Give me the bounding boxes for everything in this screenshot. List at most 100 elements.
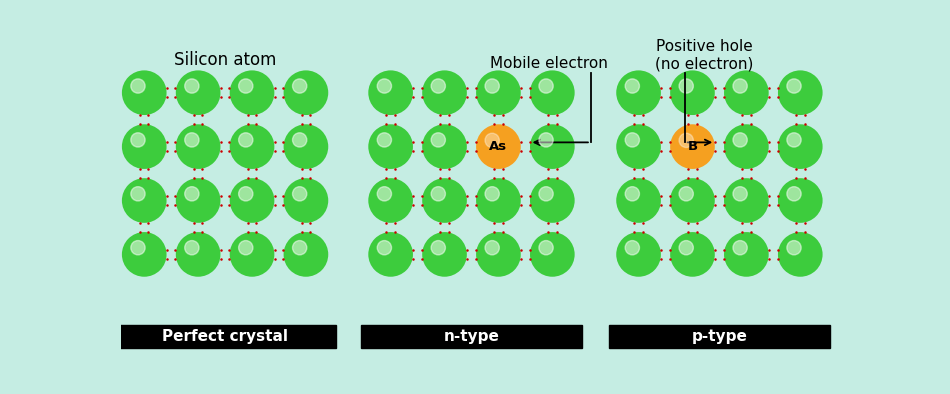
Circle shape (284, 71, 329, 115)
Circle shape (733, 133, 748, 147)
Circle shape (485, 241, 500, 255)
Circle shape (184, 133, 199, 147)
Circle shape (369, 124, 413, 169)
Circle shape (617, 124, 661, 169)
Circle shape (679, 241, 694, 255)
Circle shape (778, 124, 823, 169)
Circle shape (369, 71, 413, 115)
Circle shape (238, 187, 253, 201)
Circle shape (422, 71, 466, 115)
Circle shape (485, 79, 500, 93)
Circle shape (176, 71, 220, 115)
Circle shape (670, 178, 714, 223)
Circle shape (778, 232, 823, 277)
Circle shape (293, 241, 307, 255)
Text: p-type: p-type (692, 329, 748, 344)
FancyBboxPatch shape (114, 325, 336, 348)
Circle shape (539, 133, 553, 147)
Circle shape (539, 241, 553, 255)
Text: B: B (688, 140, 697, 153)
Circle shape (625, 241, 639, 255)
Circle shape (724, 232, 769, 277)
Circle shape (670, 232, 714, 277)
Circle shape (176, 232, 220, 277)
Circle shape (422, 232, 466, 277)
Circle shape (625, 79, 639, 93)
Circle shape (377, 133, 391, 147)
Circle shape (184, 187, 199, 201)
Circle shape (787, 79, 801, 93)
Circle shape (625, 187, 639, 201)
Circle shape (230, 71, 275, 115)
Circle shape (530, 124, 575, 169)
Circle shape (431, 79, 446, 93)
Text: Perfect crystal: Perfect crystal (162, 329, 288, 344)
Circle shape (787, 241, 801, 255)
Circle shape (176, 178, 220, 223)
Text: n-type: n-type (444, 329, 500, 344)
Circle shape (122, 232, 166, 277)
Circle shape (530, 232, 575, 277)
Circle shape (431, 133, 446, 147)
Circle shape (176, 124, 220, 169)
Circle shape (230, 232, 275, 277)
Circle shape (238, 79, 253, 93)
FancyBboxPatch shape (361, 325, 582, 348)
Circle shape (530, 71, 575, 115)
Circle shape (230, 124, 275, 169)
Circle shape (131, 187, 145, 201)
Circle shape (422, 178, 466, 223)
Circle shape (485, 133, 500, 147)
Circle shape (293, 133, 307, 147)
Circle shape (284, 178, 329, 223)
Circle shape (617, 232, 661, 277)
FancyBboxPatch shape (609, 325, 830, 348)
Circle shape (778, 71, 823, 115)
Circle shape (530, 178, 575, 223)
Circle shape (724, 71, 769, 115)
Circle shape (679, 133, 694, 147)
Circle shape (617, 178, 661, 223)
Circle shape (238, 133, 253, 147)
Circle shape (184, 79, 199, 93)
Circle shape (733, 79, 748, 93)
Circle shape (485, 187, 500, 201)
Circle shape (377, 187, 391, 201)
Text: Mobile electron: Mobile electron (489, 56, 607, 71)
Circle shape (122, 71, 166, 115)
Circle shape (733, 241, 748, 255)
Circle shape (670, 71, 714, 115)
Circle shape (131, 241, 145, 255)
Circle shape (476, 124, 521, 169)
Circle shape (369, 178, 413, 223)
Circle shape (679, 79, 694, 93)
Circle shape (724, 124, 769, 169)
Circle shape (284, 232, 329, 277)
Circle shape (131, 79, 145, 93)
Text: As: As (489, 140, 507, 153)
Circle shape (476, 232, 521, 277)
Circle shape (476, 71, 521, 115)
Circle shape (787, 133, 801, 147)
Circle shape (377, 241, 391, 255)
Circle shape (284, 124, 329, 169)
Circle shape (422, 124, 466, 169)
Text: Positive hole
(no electron): Positive hole (no electron) (655, 39, 753, 71)
Circle shape (238, 241, 253, 255)
Circle shape (625, 133, 639, 147)
Circle shape (679, 187, 694, 201)
Circle shape (670, 124, 714, 169)
Circle shape (733, 187, 748, 201)
Circle shape (476, 178, 521, 223)
Circle shape (377, 79, 391, 93)
Circle shape (539, 79, 553, 93)
Circle shape (617, 71, 661, 115)
Circle shape (787, 187, 801, 201)
Circle shape (724, 178, 769, 223)
Circle shape (431, 187, 446, 201)
Circle shape (369, 232, 413, 277)
Circle shape (293, 187, 307, 201)
Circle shape (122, 124, 166, 169)
Circle shape (778, 178, 823, 223)
Text: Silicon atom: Silicon atom (174, 50, 276, 69)
